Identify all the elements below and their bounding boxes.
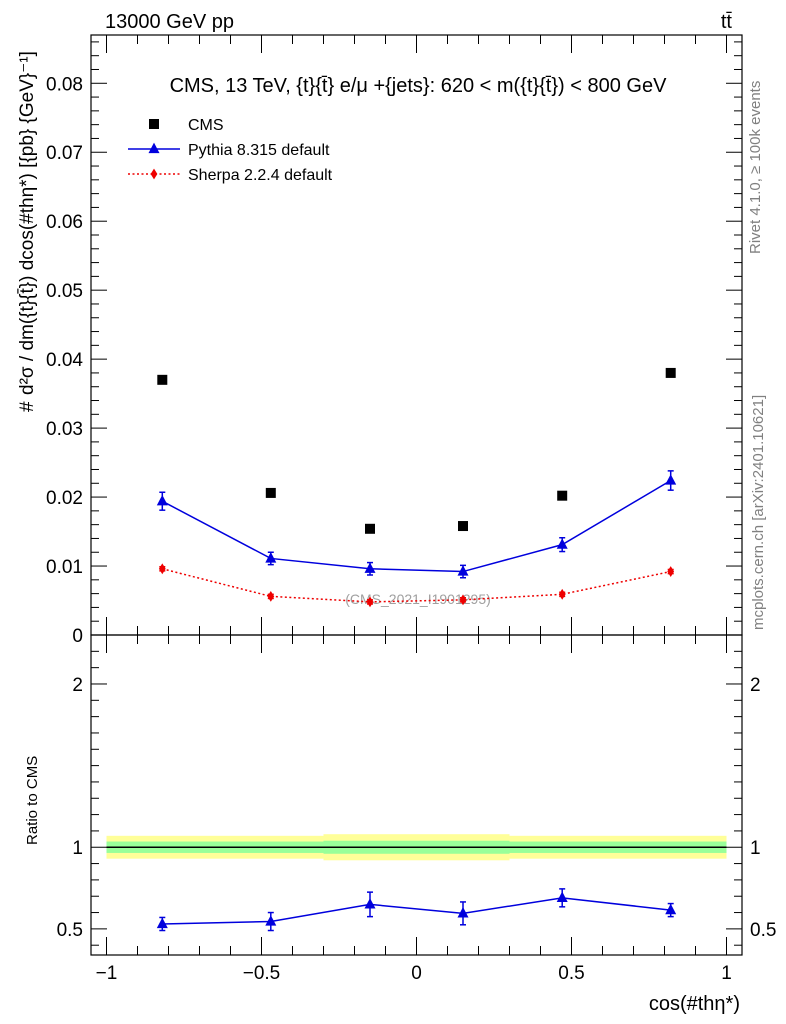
data-point (265, 487, 276, 498)
data-point (365, 523, 375, 534)
data-point (457, 565, 469, 576)
ratio-line (162, 897, 671, 925)
main-y-tick-label: 0.07 (46, 143, 83, 164)
data-point (265, 552, 277, 563)
data-point (157, 374, 168, 385)
legend-entry: Sherpa 2.2.4 default (128, 167, 333, 184)
data-point (665, 474, 677, 485)
x-tick-label: −0.5 (243, 963, 281, 984)
legend-label: CMS (188, 117, 224, 134)
data-point (459, 594, 467, 606)
ratio-point (364, 898, 376, 909)
data-point (556, 538, 568, 549)
ratio-point (665, 903, 677, 915)
main-y-label-prefix: # (17, 401, 38, 412)
main-y-tick-label: 0.06 (46, 212, 83, 233)
main-y-tick-label: 0 (72, 626, 83, 647)
ratio-point (265, 915, 277, 926)
data-point (667, 566, 675, 577)
data-point (557, 490, 568, 501)
ratio-point (156, 917, 168, 929)
x-tick-label: 0.5 (558, 963, 584, 984)
x-tick-label: −1 (96, 963, 118, 984)
data-point (267, 590, 275, 602)
x-tick-label: 0 (411, 963, 422, 984)
data-point (156, 494, 168, 506)
data-point (558, 588, 566, 600)
legend-marker (150, 168, 158, 180)
main-y-axis-label: # d²σ / dm({t}{t̄}) dcos(#thη*) [{pb} {G… (17, 51, 38, 412)
series-line (162, 568, 671, 603)
ratio-point (556, 891, 568, 902)
ratio-series-pythia (156, 888, 677, 932)
series-line (161, 479, 672, 573)
legend-label: Sherpa 2.2.4 default (188, 167, 333, 184)
legend-entry: CMS (149, 117, 224, 134)
main-y-tick-label: 0.03 (46, 419, 83, 440)
ratio-point (457, 907, 469, 918)
x-axis-label: cos(#thη*) (649, 993, 740, 1015)
ratio-uncertainty-bands (106, 834, 727, 861)
ratio-y-tick-label: 1 (72, 838, 83, 859)
main-y-tick-label: 0.05 (46, 281, 83, 302)
data-point (458, 521, 468, 532)
process-label: tt̄ (721, 11, 733, 33)
ratio-x-axis: −1 −0.5 0 0.5 1 (96, 635, 732, 984)
rivet-version-label: Rivet 4.1.0, ≥ 100k events (747, 81, 764, 254)
legend-marker (149, 119, 159, 129)
main-title: CMS, 13 TeV, {t}{t̄} e/μ +{jets}: 620 < … (170, 75, 668, 97)
main-y-tick-label: 0.02 (46, 488, 83, 509)
series-cms (157, 367, 676, 534)
data-point (665, 367, 676, 378)
main-y-tick-label: 0.01 (46, 557, 83, 578)
main-panel: 0 0.01 0.02 0.03 0.04 0.05 0.06 0.07 0.08 CMS, 1… (17, 34, 743, 647)
beam-label: 13000 GeV pp (105, 11, 234, 33)
main-y-tick-label: 0.04 (46, 350, 83, 371)
ratio-y-axis: 0.5 0.5 1 1 2 2 (57, 650, 776, 946)
series-pythia (156, 470, 677, 579)
ratio-y-tick-label-right: 0.5 (750, 920, 776, 941)
data-point (364, 562, 376, 573)
ratio-y-tick-label-right: 1 (750, 838, 761, 859)
main-x-ticks (106, 35, 727, 635)
mcplots-label: mcplots.cern.ch [arXiv:2401.10621] (750, 395, 767, 630)
legend-entry: Pythia 8.315 default (128, 142, 330, 159)
ratio-y-tick-label-right: 2 (750, 675, 761, 696)
ratio-y-label: Ratio to CMS (24, 756, 41, 845)
ratio-y-tick-label: 2 (72, 675, 83, 696)
data-point (366, 596, 374, 608)
main-y-label: d²σ / dm({t}{t̄}) dcos(#thη*) [{pb} {GeV… (17, 51, 38, 395)
legend: CMS Pythia 8.315 default Sherpa 2.2.4 defa… (128, 117, 333, 184)
legend-label: Pythia 8.315 default (188, 142, 330, 159)
analysis-watermark: (CMS_2021_I1901295) (345, 591, 491, 607)
main-series (156, 367, 677, 608)
main-y-axis: 0 0.01 0.02 0.03 0.04 0.05 0.06 0.07 0.08 (46, 41, 742, 647)
x-tick-label: 1 (721, 963, 732, 984)
data-point (158, 563, 166, 575)
ratio-y-tick-label: 0.5 (57, 920, 83, 941)
main-y-tick-label: 0.08 (46, 74, 83, 95)
series-sherpa (158, 563, 675, 608)
ratio-series (156, 888, 677, 932)
ratio-panel: 0.5 0.5 1 1 2 2 −1 −0.5 0 0.5 1 Ratio to CMS cos(… (24, 634, 776, 1015)
legend-marker (148, 142, 160, 154)
